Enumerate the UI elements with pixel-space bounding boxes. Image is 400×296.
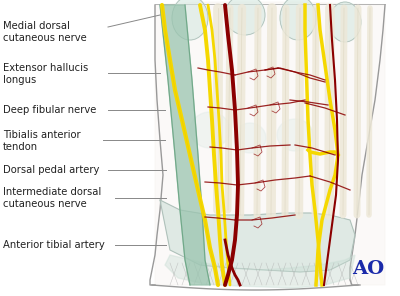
Text: Tibialis anterior
tendon: Tibialis anterior tendon [3, 130, 81, 152]
Text: Extensor hallucis
longus: Extensor hallucis longus [3, 63, 88, 85]
Text: Medial dorsal
cutaneous nerve: Medial dorsal cutaneous nerve [3, 21, 87, 43]
Text: AO: AO [352, 260, 384, 278]
Ellipse shape [172, 0, 208, 40]
Ellipse shape [329, 2, 361, 42]
Polygon shape [160, 200, 355, 272]
Text: Dorsal pedal artery: Dorsal pedal artery [3, 165, 99, 175]
Polygon shape [155, 2, 385, 285]
Text: Deep fibular nerve: Deep fibular nerve [3, 105, 96, 115]
Polygon shape [165, 255, 355, 288]
Text: Anterior tibial artery: Anterior tibial artery [3, 240, 105, 250]
Ellipse shape [280, 0, 316, 40]
Polygon shape [160, 5, 210, 285]
Ellipse shape [225, 0, 265, 35]
Ellipse shape [190, 112, 230, 148]
Ellipse shape [234, 123, 266, 153]
Ellipse shape [277, 119, 313, 151]
Text: Intermediate dorsal
cutaneous nerve: Intermediate dorsal cutaneous nerve [3, 187, 101, 209]
